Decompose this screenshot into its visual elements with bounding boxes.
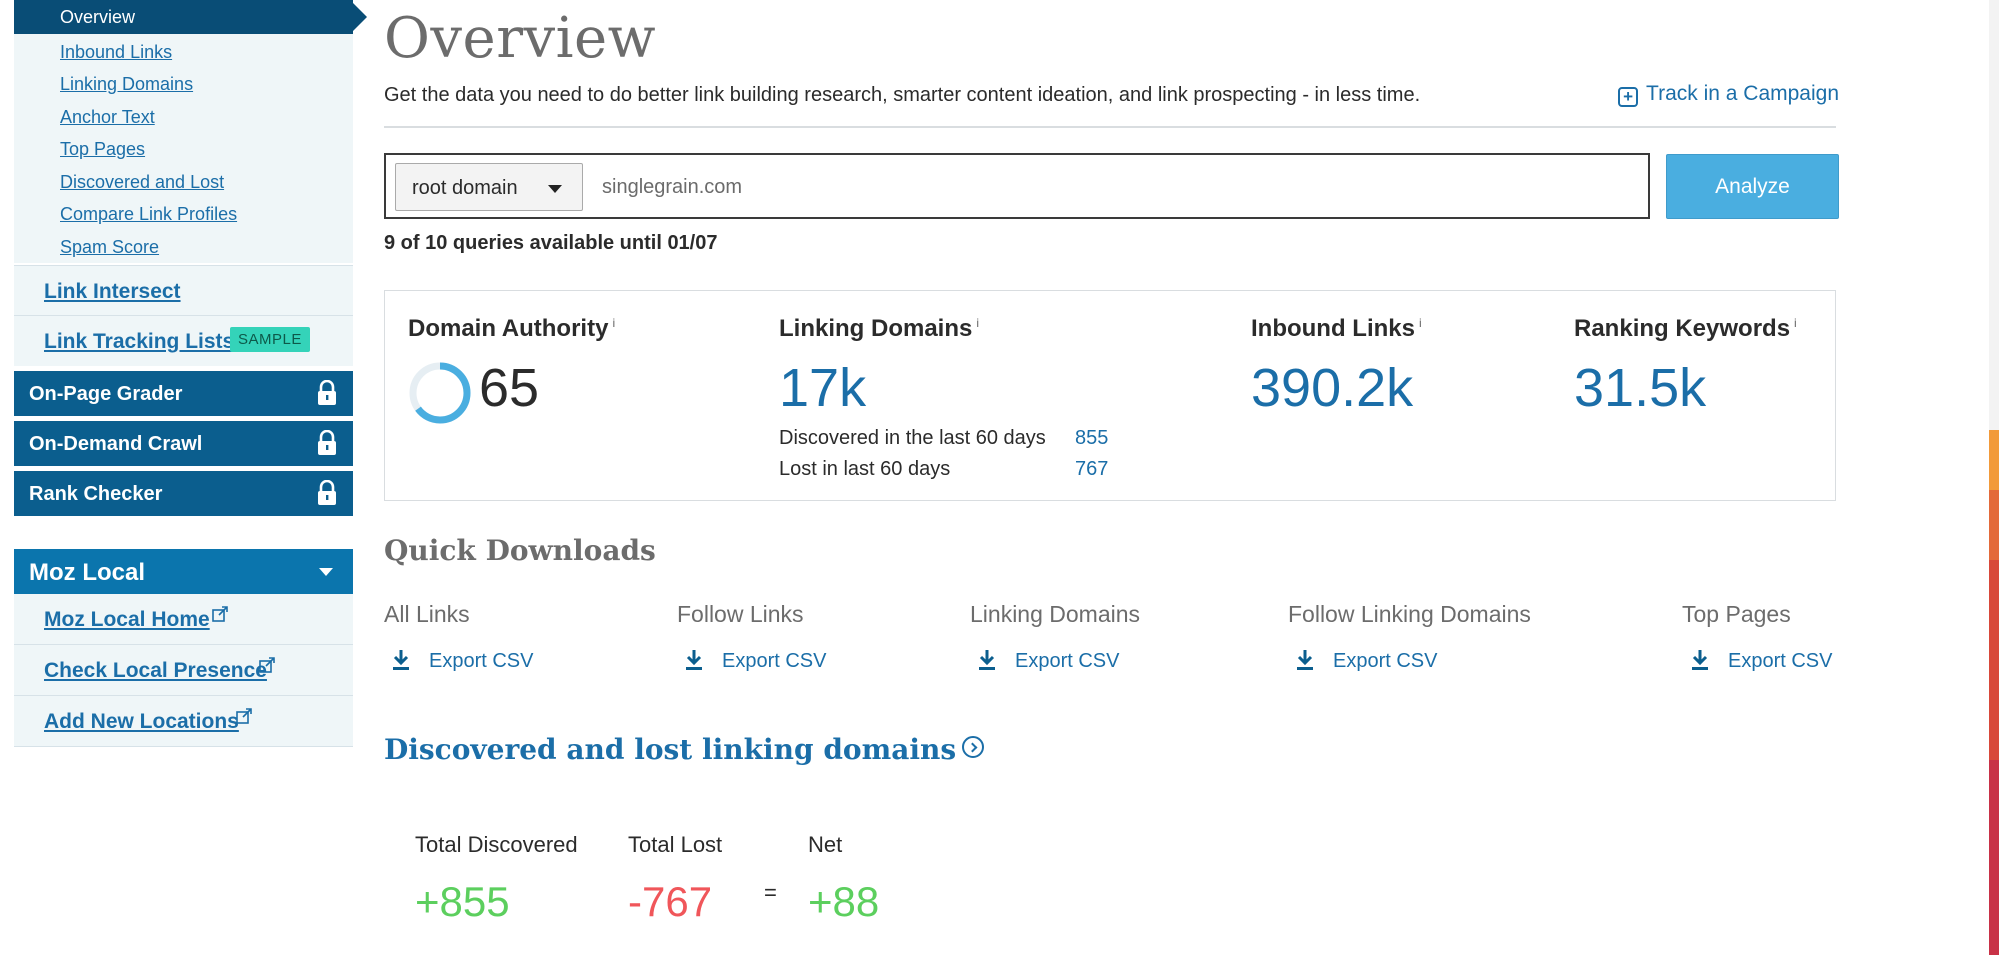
link-explorer-subnav: Overview Inbound Links Linking Domains A… xyxy=(14,0,367,263)
export-csv-follow-links[interactable]: Export CSV xyxy=(686,650,826,673)
sidebar-item-label[interactable]: Add New Locations xyxy=(44,710,239,733)
analyze-button[interactable]: Analyze xyxy=(1666,154,1839,219)
discovered-60-days-label: Discovered in the last 60 days xyxy=(779,427,1046,449)
download-icon xyxy=(686,650,702,670)
inbound-links-label: Inbound Links i xyxy=(1251,315,1422,342)
background-window-edge xyxy=(1989,0,1999,955)
sample-badge: SAMPLE xyxy=(230,327,310,352)
subnav-item-discovered-and-lost[interactable]: Discovered and Lost xyxy=(60,172,225,192)
discovered-lost-section-link[interactable]: Discovered and lost linking domains xyxy=(384,733,985,766)
moz-local-header[interactable]: Moz Local xyxy=(14,549,353,594)
sidebar-item-label[interactable]: Check Local Presence xyxy=(44,659,267,682)
subnav-item-compare-link-profiles[interactable]: Compare Link Profiles xyxy=(60,204,238,224)
domain-authority-gauge xyxy=(409,362,471,424)
page-title: Overview xyxy=(384,6,657,71)
domain-authority-value: 65 xyxy=(479,358,540,418)
download-heading-follow-links: Follow Links xyxy=(677,601,804,627)
download-heading-linking-domains: Linking Domains xyxy=(970,601,1141,627)
chevron-right-circle-icon xyxy=(962,736,985,758)
lock-icon xyxy=(318,380,336,405)
sidebar-item-label: Rank Checker xyxy=(29,483,163,505)
download-heading-top-pages: Top Pages xyxy=(1682,601,1791,627)
caret-down-icon xyxy=(548,185,562,193)
sidebar-item-label[interactable]: Link Tracking Lists xyxy=(44,330,235,353)
export-csv-all-links[interactable]: Export CSV xyxy=(393,650,533,673)
metrics-panel: Domain Authority i 65 Linking Domains i 17… xyxy=(384,290,1836,501)
page-intro: Get the data you need to do better link … xyxy=(384,84,1421,106)
external-link-icon xyxy=(259,657,275,673)
linking-domains-value: 17k xyxy=(779,358,867,418)
discovered-60-days-value[interactable]: 855 xyxy=(1075,427,1109,449)
scope-select-value: root domain xyxy=(412,177,518,199)
track-in-campaign-link[interactable]: + Track in a Campaign xyxy=(1618,82,1839,107)
info-icon[interactable]: i xyxy=(612,316,616,330)
download-icon xyxy=(393,650,409,670)
sidebar-item-link-tracking-lists[interactable]: Link Tracking Lists SAMPLE xyxy=(14,315,353,366)
sidebar-item-label: On-Demand Crawl xyxy=(29,433,203,455)
sidebar-item-label[interactable]: Link Intersect xyxy=(44,280,181,303)
subnav-item-spam-score[interactable]: Spam Score xyxy=(60,237,160,257)
lost-60-days-label: Lost in last 60 days xyxy=(779,458,951,480)
sidebar-item-on-demand-crawl[interactable]: On-Demand Crawl xyxy=(14,421,353,466)
sidebar-item-label[interactable]: Moz Local Home xyxy=(44,608,210,631)
external-link-icon xyxy=(212,606,228,622)
inbound-links-value: 390.2k xyxy=(1251,358,1414,418)
sidebar-item-label: On-Page Grader xyxy=(29,383,183,405)
export-csv-follow-linking-domains[interactable]: Export CSV xyxy=(1297,650,1437,673)
sidebar-item-check-local-presence[interactable]: Check Local Presence xyxy=(14,645,353,696)
export-csv-linking-domains[interactable]: Export CSV xyxy=(979,650,1119,673)
sidebar: Overview Inbound Links Linking Domains A… xyxy=(14,0,367,750)
domain-input[interactable] xyxy=(600,166,1604,208)
divider xyxy=(384,126,1836,128)
info-icon[interactable]: i xyxy=(976,316,980,330)
net-value: +88 xyxy=(808,878,880,925)
subnav-item-label: Overview xyxy=(60,7,136,27)
lock-icon xyxy=(318,480,336,505)
download-icon xyxy=(979,650,995,670)
chevron-down-icon xyxy=(319,568,333,576)
main-content: Overview Get the data you need to do bet… xyxy=(384,0,1839,955)
total-lost-value: -767 xyxy=(628,878,713,925)
subnav-item-anchor-text[interactable]: Anchor Text xyxy=(60,107,155,127)
info-icon[interactable]: i xyxy=(1794,316,1797,330)
plus-icon: + xyxy=(1618,87,1639,107)
lock-icon xyxy=(318,430,336,455)
total-discovered-label: Total Discovered xyxy=(415,832,578,857)
quick-downloads-title: Quick Downloads xyxy=(384,534,656,567)
domain-authority-label: Domain Authority i xyxy=(408,315,616,342)
download-heading-follow-linking-domains: Follow Linking Domains xyxy=(1288,601,1531,627)
download-icon xyxy=(1692,650,1708,670)
sidebar-item-moz-local-home[interactable]: Moz Local Home xyxy=(14,594,353,645)
download-heading-all-links: All Links xyxy=(384,601,470,627)
subnav-item-top-pages[interactable]: Top Pages xyxy=(60,139,146,159)
download-icon xyxy=(1297,650,1313,670)
external-link-icon xyxy=(236,708,252,724)
lost-60-days-value[interactable]: 767 xyxy=(1075,458,1109,480)
search-bar: root domain xyxy=(384,153,1650,219)
subnav-item-overview[interactable]: Overview xyxy=(14,0,367,34)
total-lost-label: Total Lost xyxy=(628,832,723,857)
equals-sign: = xyxy=(764,880,777,905)
ranking-keywords-label: Ranking Keywords i xyxy=(1574,315,1797,342)
export-csv-top-pages[interactable]: Export CSV xyxy=(1692,650,1832,673)
ranking-keywords-value: 31.5k xyxy=(1574,358,1707,418)
net-label: Net xyxy=(808,832,843,857)
subnav-item-inbound-links[interactable]: Inbound Links xyxy=(60,42,173,62)
info-icon[interactable]: i xyxy=(1418,316,1422,330)
total-discovered-value: +855 xyxy=(415,878,510,925)
track-link-label: Track in a Campaign xyxy=(1646,82,1839,105)
moz-local-title: Moz Local xyxy=(29,559,146,586)
sidebar-item-rank-checker[interactable]: Rank Checker xyxy=(14,471,353,516)
scope-select[interactable]: root domain xyxy=(395,163,583,211)
subnav-item-linking-domains[interactable]: Linking Domains xyxy=(60,74,194,94)
sidebar-item-link-intersect[interactable]: Link Intersect xyxy=(14,265,353,316)
sidebar-item-add-new-locations[interactable]: Add New Locations xyxy=(14,696,353,747)
sidebar-item-on-page-grader[interactable]: On-Page Grader xyxy=(14,371,353,416)
linking-domains-label: Linking Domains i xyxy=(779,315,980,342)
queries-remaining: 9 of 10 queries available until 01/07 xyxy=(384,232,718,254)
